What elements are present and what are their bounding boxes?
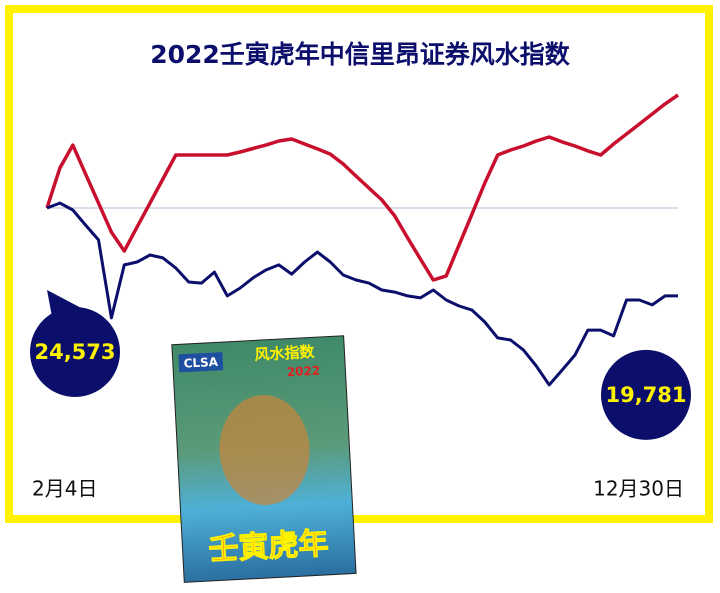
- data-label: 24,573: [34, 340, 115, 364]
- data-label: 19,781: [605, 383, 686, 407]
- cover-year: 2022: [286, 364, 320, 380]
- series-line: [46, 201, 678, 387]
- x-tick-label: 2月4日: [32, 477, 97, 501]
- chart-title: 2022壬寅虎年中信里昂证券风水指数: [150, 40, 571, 69]
- cover-title: 风水指数: [254, 343, 316, 364]
- cover-tiger: [219, 395, 310, 505]
- callout-bubble: [30, 306, 120, 397]
- series-line: [45, 93, 679, 282]
- callout-bubble: [601, 349, 691, 440]
- cover-subtitle: 壬寅虎年: [208, 526, 330, 567]
- cover-brand-box: [178, 352, 224, 373]
- frame: [5, 5, 713, 523]
- x-tick-label: 12月30日: [593, 477, 684, 501]
- cover-brand: CLSA: [183, 355, 219, 371]
- book-cover: CLSA 风水指数 2022 壬寅虎年: [171, 335, 357, 583]
